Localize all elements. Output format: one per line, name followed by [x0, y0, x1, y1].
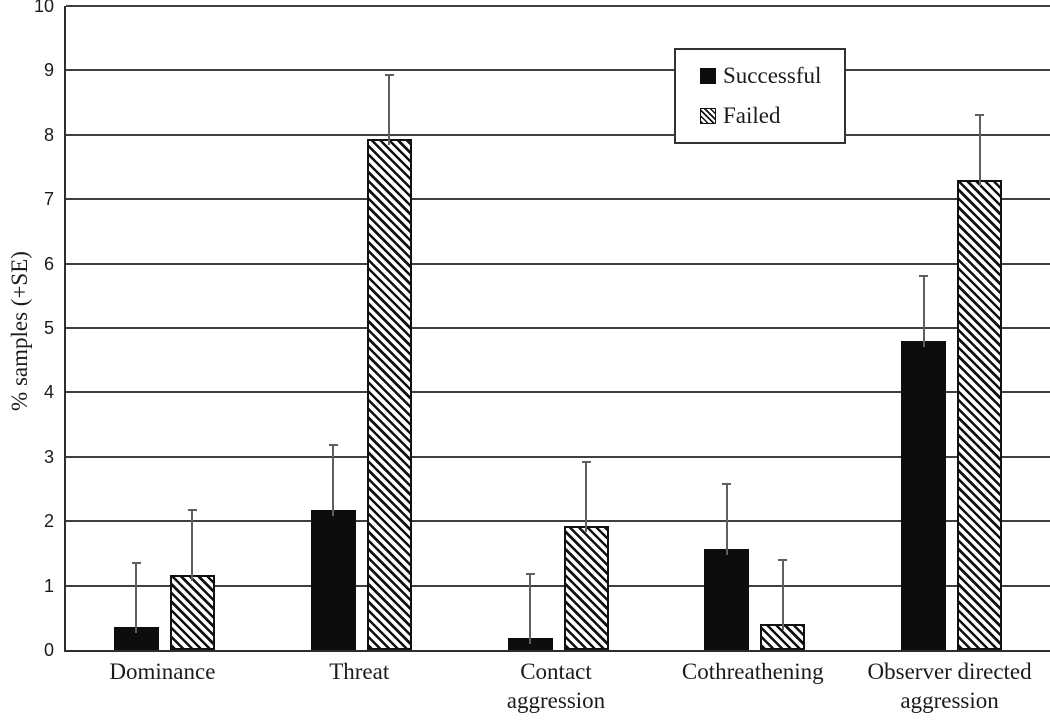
error-bar-failed-4: [781, 559, 784, 631]
error-bar-cap-successful-3: [525, 573, 535, 575]
plot-area: [64, 5, 1050, 652]
error-bar-cap-failed-1: [187, 509, 197, 512]
y-tick-label-10: 10: [33, 0, 54, 16]
legend-key-solid-icon: [700, 68, 716, 84]
bar-successful-4: [704, 548, 750, 650]
gridline-y-8: [66, 133, 1050, 136]
error-bar-cap-successful-1: [131, 562, 141, 565]
error-bar-successful-4: [725, 484, 728, 555]
y-tick-label-3: 3: [43, 446, 54, 467]
error-bar-successful-2: [332, 445, 335, 516]
category-label-3: Contact aggression: [506, 659, 606, 713]
error-bar-successful-1: [135, 563, 138, 634]
error-bar-cap-failed-2: [384, 73, 394, 76]
error-bar-cap-successful-2: [328, 444, 338, 447]
y-tick-label-4: 4: [43, 382, 54, 403]
y-tick-label-5: 5: [43, 318, 54, 338]
legend-label-successful: Successful: [723, 63, 822, 88]
y-tick-label-9: 9: [43, 60, 54, 81]
legend-entry-failed: Failed: [700, 103, 844, 129]
gridline-y-7: [66, 198, 1050, 201]
error-bar-cap-failed-3: [581, 460, 591, 463]
y-tick-label-1: 1: [43, 575, 54, 596]
bar-failed-5: [957, 179, 1003, 650]
bar-failed-2: [366, 139, 412, 650]
bar-successful-2: [310, 509, 356, 650]
legend: Successful Failed: [674, 48, 846, 144]
bar-successful-5: [901, 340, 947, 650]
gridline-y-9: [66, 69, 1050, 72]
error-bar-successful-3: [529, 574, 531, 645]
category-label-5: Observer directed aggression: [867, 659, 1032, 713]
gridline-y-5: [66, 327, 1050, 329]
y-tick-label-7: 7: [43, 189, 54, 210]
y-tick-label-0: 0: [43, 640, 54, 660]
error-bar-failed-5: [978, 115, 981, 186]
gridline-y-4: [66, 391, 1050, 394]
gridline-y-3: [66, 455, 1050, 458]
error-bar-failed-1: [191, 510, 194, 581]
category-label-2: Threat: [329, 659, 390, 684]
y-tick-label-2: 2: [43, 511, 54, 532]
y-tick-label-8: 8: [43, 124, 54, 145]
legend-key-hatch-icon: [700, 108, 716, 124]
category-label-1: Dominance: [109, 659, 216, 684]
gridline-y-2: [66, 520, 1050, 523]
error-bar-cap-failed-4: [778, 558, 788, 561]
category-label-4: Cothreathening: [681, 659, 824, 684]
error-bar-cap-successful-5: [919, 275, 929, 278]
gridline-y-10: [66, 5, 1050, 7]
y-tick-label-6: 6: [43, 253, 54, 274]
gridline-y-6: [66, 262, 1050, 265]
bar-failed-1: [169, 574, 215, 650]
error-bar-cap-failed-5: [975, 114, 985, 117]
legend-label-failed: Failed: [723, 103, 781, 128]
error-bar-failed-2: [388, 74, 391, 146]
error-bar-failed-3: [585, 461, 587, 533]
error-bar-successful-5: [922, 276, 925, 347]
gridline-y-1: [66, 584, 1050, 587]
error-bar-cap-successful-4: [722, 483, 732, 486]
legend-entry-successful: Successful: [700, 63, 844, 89]
bar-successful-1: [113, 627, 159, 650]
bar-failed-3: [563, 526, 609, 650]
